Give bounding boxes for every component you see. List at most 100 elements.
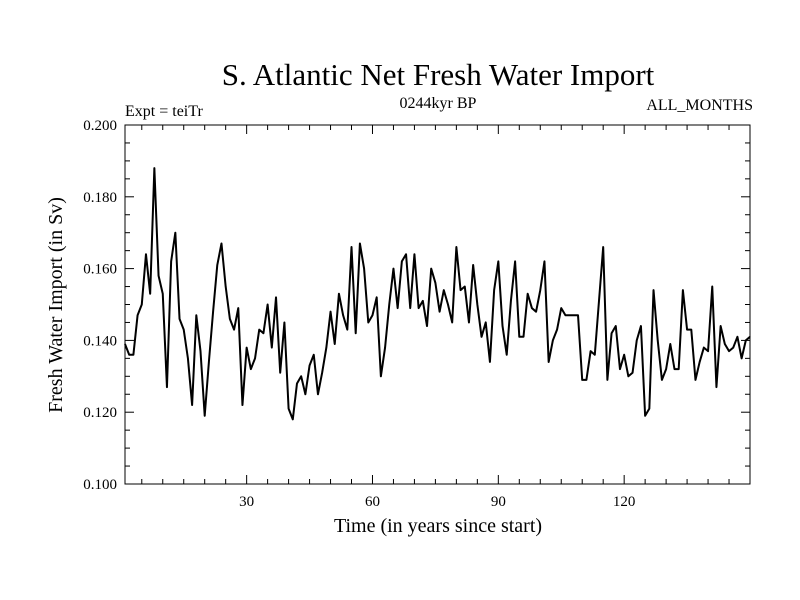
data-point xyxy=(246,346,248,349)
plot-frame xyxy=(124,124,751,485)
data-point xyxy=(610,332,613,334)
data-point xyxy=(476,303,478,306)
data-point xyxy=(430,268,432,270)
data-point xyxy=(187,357,189,359)
data-point xyxy=(371,314,374,316)
data-point xyxy=(241,404,244,406)
data-point xyxy=(581,379,583,381)
data-point xyxy=(459,289,462,291)
data-point xyxy=(409,307,411,309)
data-point xyxy=(518,336,520,338)
data-point xyxy=(296,382,298,385)
x-tick-label: 90 xyxy=(491,494,506,510)
data-point xyxy=(556,329,558,331)
data-point xyxy=(170,260,172,263)
data-point xyxy=(569,314,571,316)
data-point xyxy=(531,307,533,309)
data-point xyxy=(308,364,311,367)
x-tick-label: 30 xyxy=(239,494,254,510)
data-point xyxy=(665,368,667,370)
data-point xyxy=(720,325,722,327)
data-point xyxy=(317,393,319,395)
data-point xyxy=(384,346,386,349)
data-point xyxy=(585,379,588,381)
data-point xyxy=(736,336,739,338)
y-tick-label: 0.200 xyxy=(83,118,117,134)
series-line xyxy=(124,167,751,421)
data-point xyxy=(355,332,357,334)
data-point xyxy=(199,350,202,352)
y-axis-ticks: 0.100 0.120 0.140 0.160 0.180 0.200 xyxy=(83,118,750,493)
data-point xyxy=(644,415,646,417)
x-tick-label: 120 xyxy=(613,494,636,510)
data-point xyxy=(480,336,483,338)
data-point xyxy=(254,357,256,359)
data-point xyxy=(535,311,537,313)
data-point xyxy=(594,354,596,356)
data-point xyxy=(497,260,499,263)
data-point xyxy=(376,296,378,298)
data-point xyxy=(359,242,361,245)
data-point xyxy=(451,321,453,324)
data-point xyxy=(397,307,399,309)
data-point xyxy=(527,293,529,295)
data-point xyxy=(636,339,638,341)
y-tick-label: 0.140 xyxy=(83,333,117,349)
data-point xyxy=(401,260,403,263)
data-point xyxy=(694,379,697,381)
data-point xyxy=(606,379,608,381)
data-point xyxy=(250,368,252,370)
data-point xyxy=(162,293,164,295)
data-point xyxy=(292,418,294,420)
data-point xyxy=(506,354,508,356)
data-point xyxy=(338,293,340,295)
data-point xyxy=(652,289,655,291)
data-point xyxy=(657,339,659,341)
data-point xyxy=(745,339,747,341)
data-point xyxy=(439,311,441,313)
data-point xyxy=(619,368,621,370)
data-point xyxy=(443,289,445,291)
data-point xyxy=(392,268,395,270)
data-point xyxy=(648,408,650,410)
data-point xyxy=(485,321,487,324)
data-point xyxy=(707,350,709,352)
data-point xyxy=(413,253,416,255)
data-point xyxy=(464,285,466,288)
data-points xyxy=(124,167,751,420)
data-point xyxy=(342,314,344,316)
data-point xyxy=(220,242,223,245)
data-point xyxy=(271,346,273,349)
data-point xyxy=(174,232,176,234)
data-point xyxy=(178,318,181,320)
data-point xyxy=(136,314,139,316)
data-point xyxy=(149,293,151,295)
data-point xyxy=(229,318,231,320)
data-point xyxy=(669,343,671,345)
data-point xyxy=(602,246,604,248)
data-point xyxy=(405,253,407,255)
data-point xyxy=(195,314,197,316)
data-point xyxy=(204,415,206,417)
data-point xyxy=(283,321,285,324)
data-point xyxy=(489,361,491,363)
chart-title: S. Atlantic Net Fresh Water Import xyxy=(222,57,655,92)
data-point xyxy=(279,372,281,374)
data-point xyxy=(510,300,512,302)
data-point xyxy=(715,386,718,388)
data-point xyxy=(132,354,134,356)
data-point xyxy=(686,329,688,331)
data-point xyxy=(690,329,692,331)
data-point xyxy=(682,289,684,291)
data-point xyxy=(447,303,449,306)
data-point xyxy=(380,375,382,377)
data-point xyxy=(661,379,663,381)
data-point xyxy=(472,264,474,266)
data-point xyxy=(262,332,265,334)
data-point xyxy=(166,386,168,388)
period-label: 0244kyr BP xyxy=(400,95,477,112)
x-tick-label: 60 xyxy=(365,494,380,510)
data-point xyxy=(287,408,290,410)
data-point xyxy=(640,325,642,327)
